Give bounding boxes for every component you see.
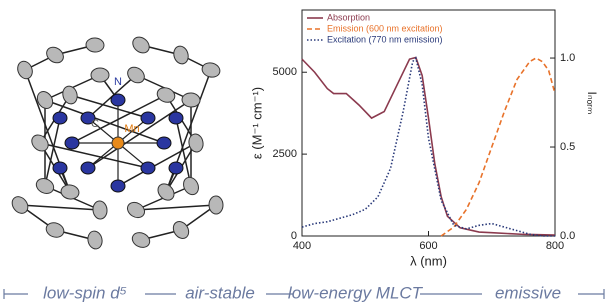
banner-text: low-spin d⁵ <box>43 283 127 302</box>
atom-label: Mn <box>124 123 139 135</box>
carbon-atom <box>172 44 191 65</box>
carbon-atom <box>209 196 223 214</box>
carbon-atom <box>60 184 80 201</box>
molecule-structure <box>9 34 223 250</box>
carbon-atom <box>130 34 153 56</box>
nitrogen-atom <box>53 112 67 124</box>
carbon-atom <box>170 219 192 242</box>
carbon-atom <box>130 230 152 250</box>
y2-tick-label: 0.5 <box>560 141 575 153</box>
carbon-atom <box>187 133 204 153</box>
y-tick-label: 2500 <box>273 148 297 160</box>
nitrogen-atom <box>141 162 155 174</box>
carbon-atom <box>86 230 103 251</box>
carbon-atom <box>91 68 109 82</box>
banner-text: air-stable <box>185 283 255 302</box>
bond <box>136 205 216 210</box>
y2-tick-label: 1.0 <box>560 52 575 64</box>
legend-label: Excitation (770 nm emission) <box>327 34 443 44</box>
atom-label: N <box>114 76 122 88</box>
carbon-atom <box>181 175 202 197</box>
y2-axis-label: Iₙₒᵣₘ <box>585 92 599 115</box>
series-line <box>441 58 555 236</box>
banner: low-spin d⁵ air-stable low-energy MLCT emis… <box>4 283 604 302</box>
x-axis-label: λ (nm) <box>410 253 447 268</box>
atom-label: C <box>91 118 99 130</box>
carbon-atom <box>92 200 108 219</box>
banner-text: low-energy MLCT <box>288 283 424 302</box>
nitrogen-atom <box>169 162 183 174</box>
carbon-atom <box>29 132 52 154</box>
carbon-atom <box>181 92 200 108</box>
x-tick-label: 600 <box>419 240 437 252</box>
carbon-atom <box>86 37 105 52</box>
legend-label: Emission (600 nm excitation) <box>327 23 443 33</box>
carbon-atom <box>44 220 66 239</box>
carbon-atom <box>155 85 177 105</box>
figure: N C Mn 4006008000250050000.00.51.0λ (nm)… <box>0 0 608 306</box>
carbon-atom <box>44 44 67 66</box>
nitrogen-atom <box>111 180 125 192</box>
carbon-atom <box>15 59 35 81</box>
manganese-atom <box>112 137 124 149</box>
banner-text: emissive <box>495 283 561 302</box>
nitrogen-atom <box>111 94 125 106</box>
nitrogen-atom <box>141 112 155 124</box>
series-line <box>302 58 555 236</box>
series-line <box>302 57 555 235</box>
nitrogen-atom <box>53 162 67 174</box>
nitrogen-atom <box>65 137 79 149</box>
carbon-atom <box>9 194 31 217</box>
legend-label: Absorption <box>327 12 370 22</box>
nitrogen-atom <box>169 112 183 124</box>
carbon-atom <box>34 176 56 196</box>
bond <box>20 205 100 210</box>
carbon-atom <box>200 61 221 79</box>
y2-tick-label: 0.0 <box>560 230 575 242</box>
y-axis-label: ε (M⁻¹ cm⁻¹) <box>249 87 264 159</box>
nitrogen-atom <box>157 137 171 149</box>
carbon-atom <box>61 84 79 105</box>
nitrogen-atom <box>81 162 95 174</box>
carbon-atom <box>125 199 148 220</box>
y-tick-label: 0 <box>291 230 297 242</box>
carbon-atom <box>34 89 55 112</box>
y-tick-label: 5000 <box>273 66 297 78</box>
